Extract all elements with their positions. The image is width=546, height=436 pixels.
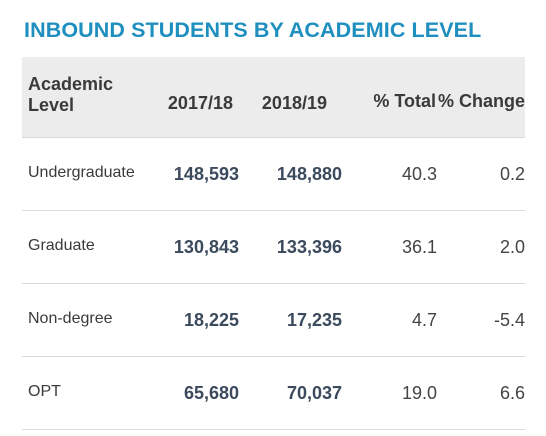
page-title: INBOUND STUDENTS BY ACADEMIC LEVEL bbox=[24, 18, 482, 42]
value-pct-change: 2.0 bbox=[499, 237, 525, 257]
table-row: OPT 65,680 70,037 19.0 6.6 bbox=[22, 357, 525, 430]
value-2017-18: 130,843 bbox=[173, 237, 239, 257]
table-header-row: Academic Level 2017/18 2018/19 % Total %… bbox=[22, 57, 525, 138]
value-pct-total: 40.3 bbox=[401, 164, 437, 184]
value-2018-19: 70,037 bbox=[286, 383, 342, 403]
table-row: Graduate 130,843 133,396 36.1 2.0 bbox=[22, 211, 525, 284]
value-pct-change: 0.2 bbox=[499, 164, 525, 184]
value-pct-total: 36.1 bbox=[401, 237, 437, 257]
value-pct-total: 19.0 bbox=[401, 383, 437, 403]
level-cell: Undergraduate bbox=[28, 164, 135, 181]
value-pct-total: 4.7 bbox=[411, 310, 437, 330]
header-pct-total: % Total bbox=[373, 91, 436, 111]
value-2018-19: 148,880 bbox=[276, 164, 342, 184]
table-row: Non-degree 18,225 17,235 4.7 -5.4 bbox=[22, 284, 525, 357]
table-row: Undergraduate 148,593 148,880 40.3 0.2 bbox=[22, 138, 525, 211]
level-cell: Non-degree bbox=[28, 310, 113, 327]
level-cell: OPT bbox=[28, 383, 61, 400]
header-2017-18: 2017/18 bbox=[167, 93, 233, 113]
header-pct-change: % Change bbox=[437, 91, 525, 111]
value-2018-19: 133,396 bbox=[276, 237, 342, 257]
value-pct-change: -5.4 bbox=[493, 310, 525, 330]
value-pct-change: 6.6 bbox=[499, 383, 525, 403]
value-2018-19: 17,235 bbox=[286, 310, 342, 330]
level-cell: Graduate bbox=[28, 237, 95, 254]
value-2017-18: 18,225 bbox=[183, 310, 239, 330]
value-2017-18: 65,680 bbox=[183, 383, 239, 403]
academic-level-table: Academic Level 2017/18 2018/19 % Total %… bbox=[22, 57, 525, 430]
header-2018-19: 2018/19 bbox=[261, 93, 327, 113]
value-2017-18: 148,593 bbox=[173, 164, 239, 184]
header-academic-level: Academic Level bbox=[28, 74, 114, 115]
